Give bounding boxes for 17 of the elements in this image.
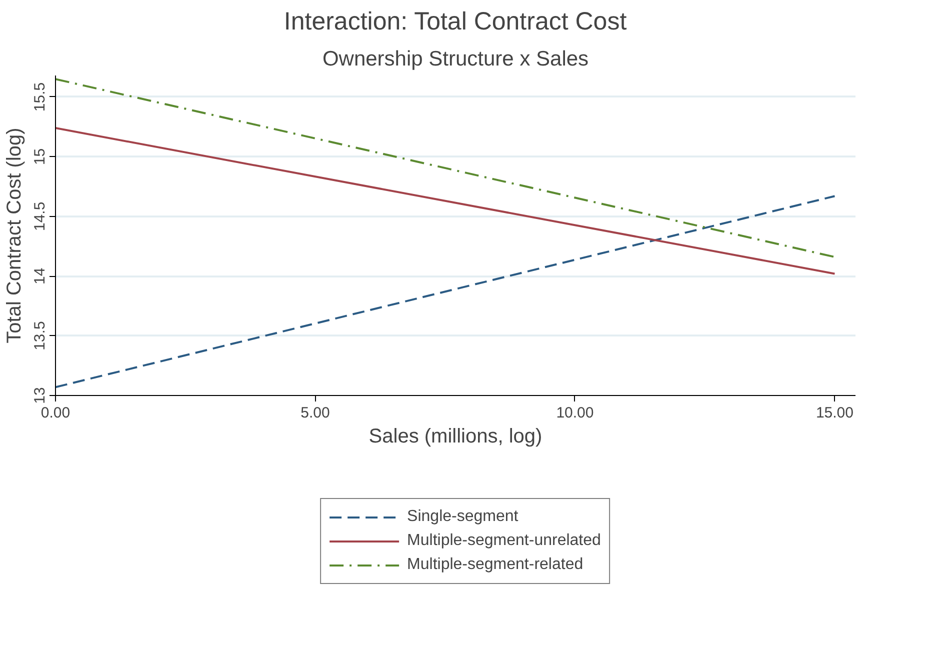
x-tick-label: 5.00	[300, 404, 330, 422]
y-tick-label: 15.5	[32, 82, 48, 112]
y-tick-label: 15	[32, 148, 48, 166]
x-tick-label: 15.00	[816, 404, 854, 422]
x-axis-title: Sales (millions, log)	[368, 426, 542, 448]
y-tick-label: 13	[32, 387, 48, 404]
y-tick-label: 14.5	[32, 202, 48, 231]
legend-label: Single-segment	[407, 508, 518, 526]
x-tick-label: 10.00	[556, 404, 594, 422]
chart-subtitle: Ownership Structure x Sales	[322, 48, 589, 70]
legend-label: Multiple-segment-related	[407, 556, 584, 574]
y-tick-label: 13.5	[32, 321, 48, 350]
y-tick-label: 14	[32, 268, 48, 284]
legend-label: Multiple-segment-unrelated	[407, 532, 601, 550]
x-tick-label: 0.00	[40, 404, 70, 422]
chart-title: Interaction: Total Contract Cost	[284, 8, 627, 36]
y-axis-title: Total Contract Cost (log)	[4, 128, 26, 344]
